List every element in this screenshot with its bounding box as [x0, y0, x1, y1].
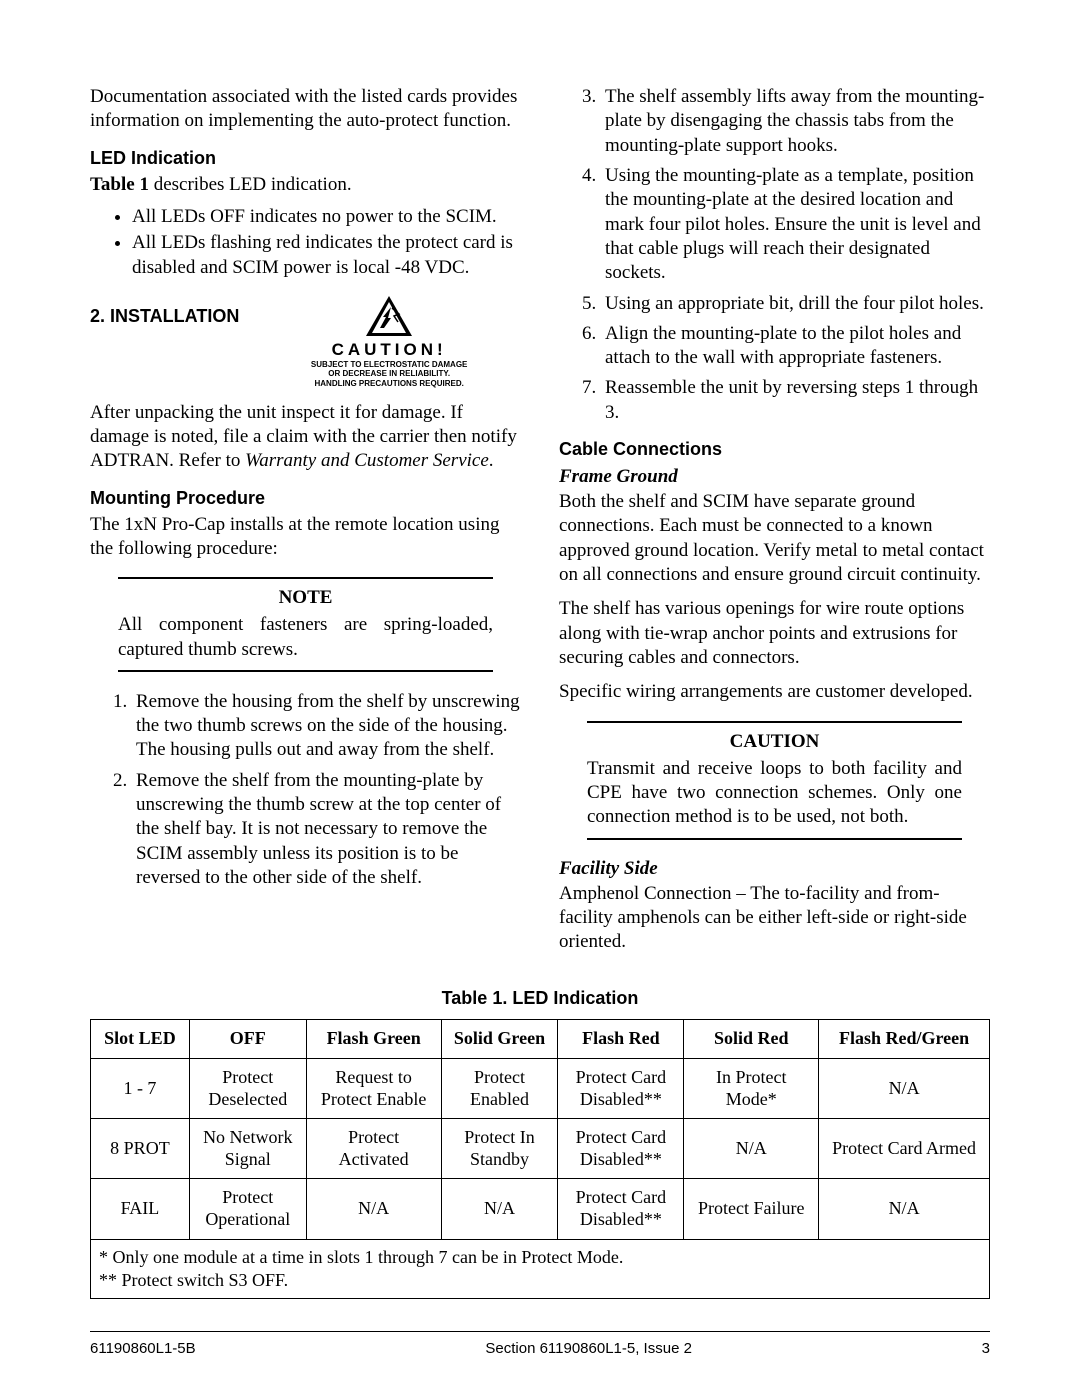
facility-side-heading: Facility Side: [559, 858, 990, 880]
table-ref: Table 1: [90, 174, 149, 195]
td: Protect Failure: [684, 1179, 819, 1239]
td: Protect Card Disabled**: [558, 1119, 684, 1179]
td: Request to Protect Enable: [306, 1059, 441, 1119]
mounting-intro: The 1xN Pro-Cap installs at the remote l…: [90, 513, 521, 562]
intro-paragraph: Documentation associated with the listed…: [90, 85, 521, 134]
td: N/A: [684, 1119, 819, 1179]
td: N/A: [819, 1179, 990, 1239]
table-row: 1 - 7 Protect Deselected Request to Prot…: [91, 1059, 990, 1119]
td: No Network Signal: [189, 1119, 306, 1179]
td: FAIL: [91, 1179, 190, 1239]
table-footnotes: * Only one module at a time in slots 1 t…: [91, 1239, 990, 1299]
page-footer: 61190860L1-5B Section 61190860L1-5, Issu…: [90, 1331, 990, 1357]
list-item: Align the mounting-plate to the pilot ho…: [601, 322, 990, 371]
caution-title: CAUTION: [587, 731, 962, 753]
footer-center: Section 61190860L1-5, Issue 2: [485, 1340, 692, 1357]
note-box: NOTE All component fasteners are spring-…: [118, 577, 493, 672]
footer-right: 3: [982, 1340, 990, 1357]
td: N/A: [819, 1059, 990, 1119]
table-footnote-row: * Only one module at a time in slots 1 t…: [91, 1239, 990, 1299]
led-indication-heading: LED Indication: [90, 148, 521, 169]
td: Protect Deselected: [189, 1059, 306, 1119]
note-title: NOTE: [118, 587, 493, 609]
mounting-procedure-heading: Mounting Procedure: [90, 488, 521, 509]
caution-label: CAUTION!: [332, 340, 447, 359]
frame-ground-body: Both the shelf and SCIM have separate gr…: [559, 490, 990, 587]
installation-heading: 2. INSTALLATION: [90, 306, 239, 327]
caution-line: OR DECREASE IN RELIABILITY.: [304, 369, 474, 379]
list-item: All LEDs OFF indicates no power to the S…: [132, 205, 521, 229]
th: Flash Red/Green: [819, 1020, 990, 1059]
td: N/A: [306, 1179, 441, 1239]
td: 8 PROT: [91, 1119, 190, 1179]
th: OFF: [189, 1020, 306, 1059]
list-item: Reassemble the unit by reversing steps 1…: [601, 376, 990, 425]
list-item: Using the mounting-plate as a template, …: [601, 164, 990, 286]
td: Protect Activated: [306, 1119, 441, 1179]
after-unpack-paragraph: After unpacking the unit inspect it for …: [90, 401, 521, 474]
th: Slot LED: [91, 1020, 190, 1059]
led-bullet-list: All LEDs OFF indicates no power to the S…: [90, 205, 521, 280]
frame-ground-heading: Frame Ground: [559, 466, 990, 488]
caution-body: Transmit and receive loops to both facil…: [587, 757, 962, 830]
td: 1 - 7: [91, 1059, 190, 1119]
caution-box: CAUTION Transmit and receive loops to bo…: [587, 721, 962, 840]
list-item: Remove the shelf from the mounting-plate…: [132, 769, 521, 891]
table-title: Table 1. LED Indication: [90, 988, 990, 1009]
note-body: All component fasteners are spring-loade…: [118, 613, 493, 662]
td: Protect Card Armed: [819, 1119, 990, 1179]
footer-left: 61190860L1-5B: [90, 1340, 196, 1357]
th: Flash Red: [558, 1020, 684, 1059]
list-item: Using an appropriate bit, drill the four…: [601, 292, 990, 316]
shelf-openings: The shelf has various openings for wire …: [559, 597, 990, 670]
list-item: Remove the housing from the shelf by uns…: [132, 690, 521, 763]
table-header-row: Slot LED OFF Flash Green Solid Green Fla…: [91, 1020, 990, 1059]
td: N/A: [441, 1179, 558, 1239]
caution-line: SUBJECT TO ELECTROSTATIC DAMAGE: [304, 360, 474, 370]
esd-caution-graphic: CAUTION! SUBJECT TO ELECTROSTATIC DAMAGE…: [304, 294, 474, 389]
caution-line: HANDLING PRECAUTIONS REQUIRED.: [304, 379, 474, 389]
mounting-steps-left: Remove the housing from the shelf by uns…: [90, 690, 521, 891]
led-indication-table: Slot LED OFF Flash Green Solid Green Fla…: [90, 1019, 990, 1299]
led-intro: Table 1 describes LED indication.: [90, 173, 521, 197]
led-indication-table-section: Table 1. LED Indication Slot LED OFF Fla…: [90, 988, 990, 1299]
td: In Protect Mode*: [684, 1059, 819, 1119]
facility-body: Amphenol Connection – The to-facility an…: [559, 882, 990, 955]
specific-wiring: Specific wiring arrangements are custome…: [559, 680, 990, 704]
right-column: The shelf assembly lifts away from the m…: [559, 85, 990, 962]
td: Protect In Standby: [441, 1119, 558, 1179]
left-column: Documentation associated with the listed…: [90, 85, 521, 962]
th: Flash Green: [306, 1020, 441, 1059]
cable-connections-heading: Cable Connections: [559, 439, 990, 460]
td: Protect Operational: [189, 1179, 306, 1239]
table-row: 8 PROT No Network Signal Protect Activat…: [91, 1119, 990, 1179]
list-item: The shelf assembly lifts away from the m…: [601, 85, 990, 158]
td: Protect Enabled: [441, 1059, 558, 1119]
mounting-steps-right: The shelf assembly lifts away from the m…: [559, 85, 990, 425]
esd-triangle-icon: [364, 294, 414, 338]
th: Solid Red: [684, 1020, 819, 1059]
td: Protect Card Disabled**: [558, 1059, 684, 1119]
th: Solid Green: [441, 1020, 558, 1059]
table-row: FAIL Protect Operational N/A N/A Protect…: [91, 1179, 990, 1239]
td: Protect Card Disabled**: [558, 1179, 684, 1239]
list-item: All LEDs flashing red indicates the prot…: [132, 231, 521, 280]
